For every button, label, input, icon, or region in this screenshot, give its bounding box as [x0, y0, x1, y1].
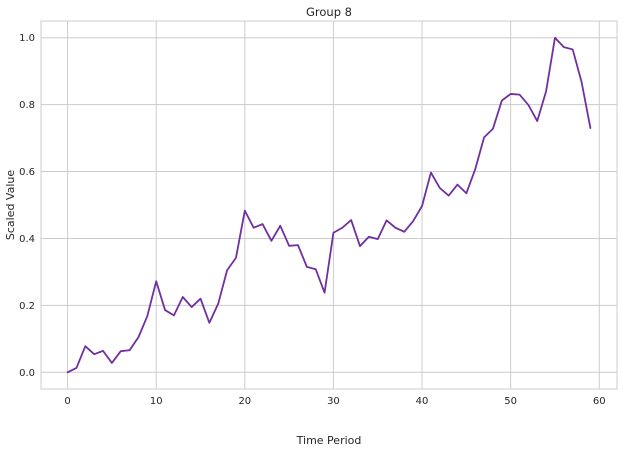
y-tick-label: 1.0	[19, 33, 35, 44]
x-axis-label: Time Period	[296, 434, 362, 447]
plot-area	[40, 20, 618, 390]
y-tick-label: 0.4	[19, 234, 35, 245]
y-tick-label: 0.8	[19, 100, 35, 111]
chart-title: Group 8	[306, 5, 352, 19]
series-line	[66, 36, 592, 374]
y-tick-label: 0.6	[19, 167, 35, 178]
x-tick-label: 40	[416, 396, 429, 407]
x-tick-labels: 0 10 20 30 40 50 60	[64, 396, 605, 407]
y-tick-label: 0.2	[19, 301, 35, 312]
x-tick-label: 10	[150, 396, 163, 407]
x-tick-label: 50	[504, 396, 517, 407]
x-tick-label: 20	[238, 396, 251, 407]
y-tick-label: 0.0	[19, 368, 35, 379]
x-tick-label: 60	[593, 396, 606, 407]
series-group	[66, 36, 592, 374]
y-tick-labels: 0.0 0.2 0.4 0.6 0.8 1.0	[19, 33, 35, 379]
x-tick-label: 0	[64, 396, 70, 407]
y-axis-label: Scaled Value	[4, 170, 17, 241]
x-tick-label: 30	[327, 396, 340, 407]
